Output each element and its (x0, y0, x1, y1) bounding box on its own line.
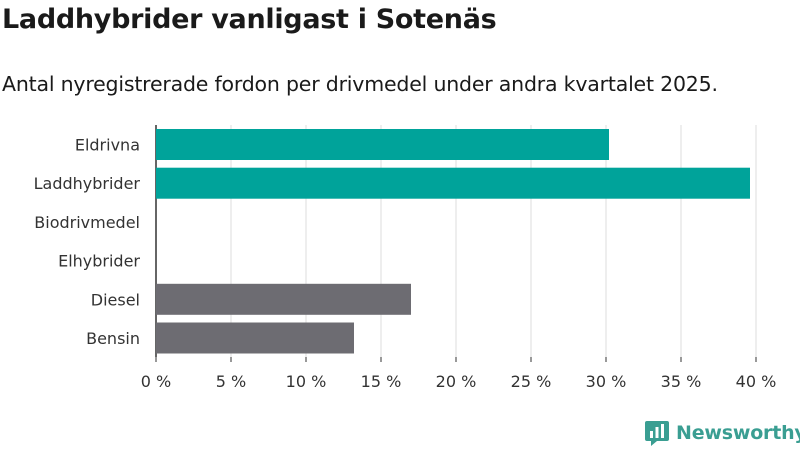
bar (156, 167, 750, 199)
chart-subtitle: Antal nyregistrerade fordon per drivmede… (2, 72, 718, 96)
x-tick-label: 20 % (436, 372, 477, 391)
category-label: Elhybrider (58, 252, 140, 271)
newsworthy-logo-icon (645, 421, 669, 446)
category-label: Bensin (86, 329, 140, 348)
x-tick-label: 25 % (511, 372, 552, 391)
category-label: Laddhybrider (34, 174, 141, 193)
gridlines (155, 125, 757, 362)
chart-title: Laddhybrider vanligast i Sotenäs (2, 4, 497, 35)
x-tick-label: 10 % (286, 372, 327, 391)
x-tick-label: 40 % (736, 372, 777, 391)
category-label: Diesel (91, 290, 140, 309)
x-tick-label: 35 % (661, 372, 702, 391)
bars (156, 129, 750, 354)
x-tick-label: 30 % (586, 372, 627, 391)
category-label: Biodrivmedel (34, 213, 140, 232)
bar (156, 322, 354, 354)
x-tick-labels: 0 % 5 % 10 % 15 % 20 % 25 % 30 % 35 % 40 % (141, 372, 777, 391)
bar (156, 129, 609, 160)
category-label: Eldrivna (75, 136, 140, 155)
x-tick-label: 5 % (216, 372, 246, 391)
newsworthy-logo: Newsworthy (644, 419, 800, 447)
bar (156, 283, 411, 315)
category-labels: Eldrivna Laddhybrider Biodrivmedel Elhybrid… (34, 136, 141, 349)
x-tick-label: 15 % (361, 372, 402, 391)
brand-name: Newsworthy (676, 422, 800, 444)
x-tick-label: 0 % (141, 372, 171, 391)
